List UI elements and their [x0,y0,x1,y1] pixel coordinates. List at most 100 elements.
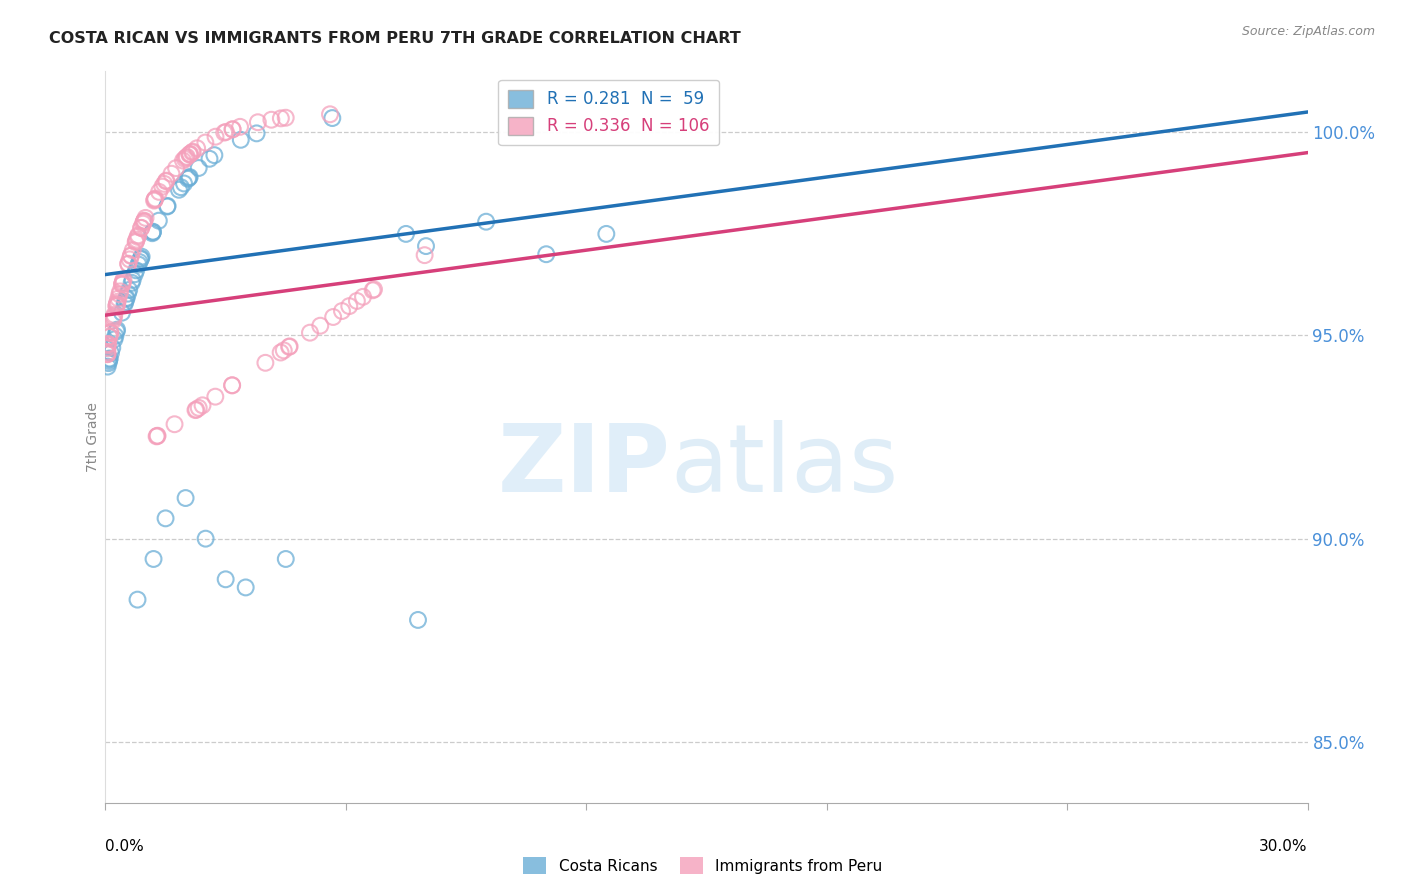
Point [127,228,149,243]
Point [112,272,135,286]
Point [121,244,143,258]
Point [148,185,170,199]
Point [174,491,197,505]
Point [202,148,225,162]
Point [337,299,360,313]
Point [129,252,152,266]
Point [177,171,200,186]
Point [132,215,155,229]
Point [229,133,252,147]
Point [98,352,121,367]
Point [406,613,429,627]
Point [135,211,157,225]
Point [141,226,163,240]
Point [204,390,226,404]
Point [214,572,236,586]
Point [352,290,374,304]
Point [103,332,125,346]
Point [127,229,149,244]
Point [103,308,125,322]
Point [278,339,301,353]
Point [111,277,134,291]
Point [96,345,118,359]
Point [179,169,201,184]
Point [246,115,269,129]
Point [129,220,152,235]
Text: Source: ZipAtlas.com: Source: ZipAtlas.com [1241,25,1375,38]
Point [298,326,321,340]
Point [129,252,152,266]
Point [148,213,170,227]
Point [142,225,165,239]
Point [194,136,217,150]
Point [121,273,143,287]
Point [319,107,342,121]
Point [125,234,148,248]
Point [98,326,121,340]
Text: atlas: atlas [671,420,898,512]
Point [107,292,129,306]
Point [260,112,283,127]
Text: COSTA RICAN VS IMMIGRANTS FROM PERU 7TH GRADE CORRELATION CHART: COSTA RICAN VS IMMIGRANTS FROM PERU 7TH … [49,31,741,46]
Point [160,167,183,181]
Point [150,179,173,194]
Point [98,329,121,343]
Point [176,150,198,164]
Point [111,275,134,289]
Point [111,306,134,320]
Point [124,235,146,249]
Point [105,299,128,313]
Point [143,194,166,208]
Point [156,199,179,213]
Point [413,248,436,262]
Point [146,428,169,442]
Point [118,252,141,267]
Text: 0.0%: 0.0% [105,839,145,855]
Point [274,111,297,125]
Point [187,161,209,175]
Point [103,311,125,326]
Point [172,153,194,168]
Point [143,193,166,207]
Point [363,282,385,296]
Point [165,161,187,175]
Point [105,297,128,311]
Point [121,276,143,290]
Point [96,338,118,352]
Point [108,285,131,299]
Text: 30.0%: 30.0% [1260,839,1308,855]
Point [179,147,201,161]
Point [131,250,153,264]
Point [212,126,235,140]
Point [127,592,149,607]
Y-axis label: 7th Grade: 7th Grade [86,402,100,472]
Point [156,200,179,214]
Point [111,277,134,292]
Point [595,227,617,241]
Point [117,257,139,271]
Point [120,249,142,263]
Point [270,112,292,126]
Point [101,314,124,328]
Point [173,177,195,191]
Point [145,429,167,443]
Point [273,343,295,358]
Point [274,552,297,566]
Point [204,129,226,144]
Point [115,292,138,306]
Point [114,294,136,309]
Point [167,183,190,197]
Point [174,151,197,165]
Point [96,347,118,361]
Point [132,214,155,228]
Point [98,325,121,339]
Point [254,356,277,370]
Point [163,417,186,432]
Point [101,341,124,355]
Point [153,177,176,191]
Point [146,429,169,443]
Point [97,337,120,351]
Point [96,347,118,361]
Point [330,304,353,318]
Point [198,152,221,166]
